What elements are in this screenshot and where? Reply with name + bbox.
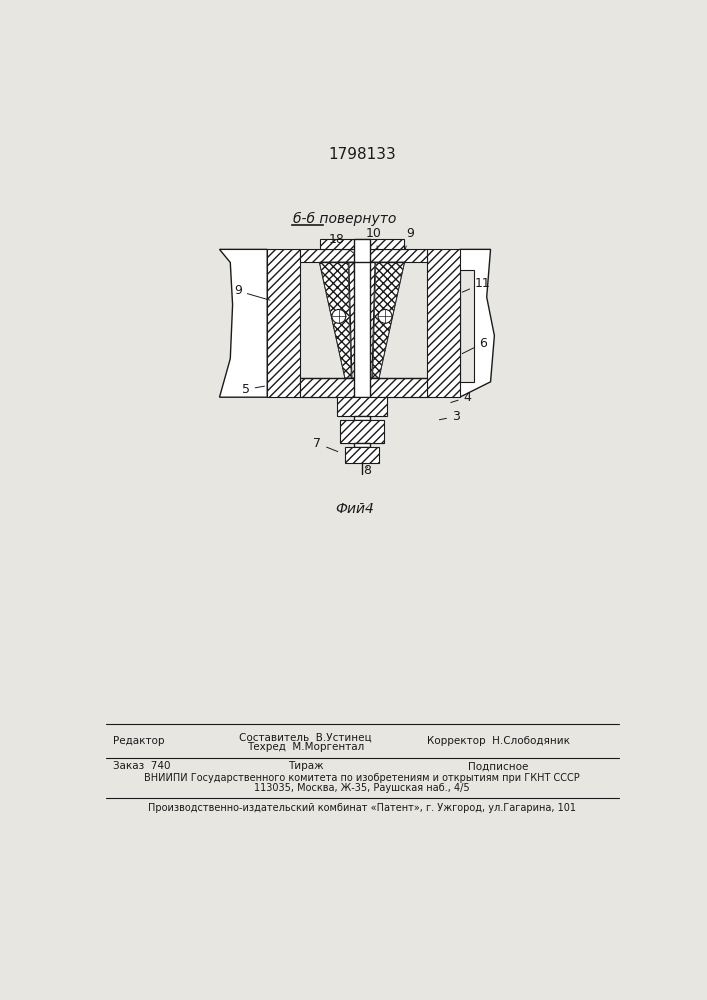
- Polygon shape: [340, 420, 383, 443]
- Text: 8: 8: [363, 464, 371, 477]
- Text: 9: 9: [405, 227, 414, 250]
- Polygon shape: [300, 378, 428, 397]
- Text: Техред  М.Моргентал: Техред М.Моргентал: [247, 742, 364, 752]
- Text: 11: 11: [462, 277, 491, 292]
- Polygon shape: [428, 249, 460, 397]
- Text: ВНИИПИ Государственного комитета по изобретениям и открытиям при ГКНТ СССР: ВНИИПИ Государственного комитета по изоб…: [144, 773, 580, 783]
- Text: Составитель  В.Устинец: Составитель В.Устинец: [240, 732, 372, 742]
- Polygon shape: [460, 249, 494, 397]
- Text: 9: 9: [234, 284, 270, 300]
- Polygon shape: [337, 397, 387, 416]
- Text: 6: 6: [462, 337, 487, 354]
- Circle shape: [332, 309, 346, 323]
- Text: 1798133: 1798133: [328, 147, 396, 162]
- Text: 18: 18: [329, 233, 354, 253]
- Text: 5: 5: [242, 383, 264, 396]
- Polygon shape: [300, 249, 428, 262]
- Text: Производственно-издательский комбинат «Патент», г. Ужгород, ул.Гагарина, 101: Производственно-издательский комбинат «П…: [148, 803, 576, 813]
- Polygon shape: [354, 443, 370, 447]
- Polygon shape: [460, 270, 474, 382]
- Polygon shape: [320, 262, 404, 378]
- Polygon shape: [345, 447, 379, 463]
- Polygon shape: [373, 262, 404, 378]
- Polygon shape: [366, 262, 375, 378]
- Text: Редактор: Редактор: [113, 736, 165, 746]
- Text: 10: 10: [366, 227, 382, 250]
- Text: Заказ  740: Заказ 740: [113, 761, 171, 771]
- Text: 4: 4: [451, 391, 472, 404]
- Text: б-б повернуто: б-б повернуто: [293, 212, 396, 226]
- Polygon shape: [320, 239, 404, 249]
- Text: Корректор  Н.Слободяник: Корректор Н.Слободяник: [427, 736, 570, 746]
- Text: Тираж: Тираж: [288, 761, 324, 771]
- Text: Фий4: Фий4: [335, 502, 374, 516]
- Polygon shape: [354, 416, 370, 420]
- Polygon shape: [267, 249, 300, 397]
- Circle shape: [378, 309, 392, 323]
- Text: 7: 7: [313, 437, 338, 452]
- Polygon shape: [320, 262, 351, 378]
- Polygon shape: [219, 249, 267, 397]
- Polygon shape: [349, 262, 357, 378]
- Text: Подписное: Подписное: [468, 761, 528, 771]
- Text: 3: 3: [439, 410, 460, 423]
- Polygon shape: [354, 239, 370, 397]
- Text: 113035, Москва, Ж-35, Раушская наб., 4/5: 113035, Москва, Ж-35, Раушская наб., 4/5: [254, 783, 469, 793]
